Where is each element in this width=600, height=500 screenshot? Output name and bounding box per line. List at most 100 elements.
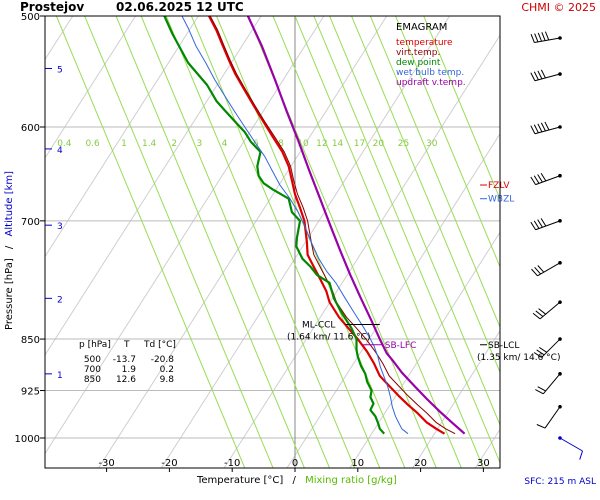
legend-virt-temp: virt.temp.	[396, 48, 440, 58]
wind-barb-flag	[533, 175, 540, 184]
wind-barb-flag	[544, 31, 550, 41]
sounding-series	[163, 16, 466, 435]
wind-barb-flag	[534, 33, 539, 43]
table-header-t: T	[123, 340, 130, 350]
mixing-ratio-label: 4	[222, 139, 228, 149]
wind-barb-flag	[540, 122, 546, 132]
wind-barb-flag	[537, 32, 543, 42]
mixing-ratio-label: 20	[373, 139, 385, 149]
wind-barb	[530, 218, 562, 231]
wind-barb-dot	[558, 300, 562, 304]
mixing-ratio-line	[140, 16, 331, 468]
wind-barb-staff	[535, 175, 561, 186]
series-wet-bulb-temp	[181, 16, 409, 435]
legend: EMAGRAM temperature virt.temp. dew point…	[396, 22, 466, 88]
wind-barb	[530, 69, 562, 82]
mixing-ratio-label: 30	[426, 139, 438, 149]
mixing-ratio-label: 0.6	[85, 139, 100, 149]
mixing-ratio-label: 1.4	[142, 139, 157, 149]
y-tick-label: 700	[21, 217, 40, 228]
wind-barb-staff	[535, 220, 561, 231]
wind-barb	[535, 372, 562, 395]
sfc-elevation: SFC: 215 m ASL	[524, 477, 596, 487]
series-temperature	[208, 16, 446, 435]
wind-barb-flag	[530, 33, 535, 43]
annotations: FZLV WBZL ML-CCL (1.64 km/ 11.6 °C) SB-LFC SB…	[287, 181, 560, 363]
x-tick-label: 20	[414, 458, 427, 469]
station-title: Prostejov	[20, 0, 84, 14]
y-tick-label: 925	[21, 387, 40, 398]
wind-barb-flag	[537, 70, 543, 80]
wind-barb-dot	[558, 372, 562, 376]
data-table: p [hPa] T Td [°C] 500 -13.7 -20.8 700 1.…	[79, 340, 176, 385]
ml-ccl-label: ML-CCL	[302, 321, 335, 331]
mixing-ratio-line	[423, 16, 500, 201]
guide-line	[286, 132, 500, 468]
table-cell: 1.9	[122, 365, 137, 375]
wind-barb-flag	[533, 124, 539, 134]
x-tick-label: 10	[351, 458, 364, 469]
wind-barb-flag	[537, 386, 546, 392]
altitude-tick-label: 2	[57, 295, 63, 305]
wind-barb-staff	[534, 73, 561, 82]
wind-barb-staff	[534, 126, 561, 135]
wind-barb-staff	[534, 37, 561, 44]
wind-barb-flag	[533, 352, 542, 358]
table-cell: 500	[84, 355, 101, 365]
wind-barb	[531, 261, 562, 277]
wind-barb	[558, 436, 583, 460]
table-cell: 850	[84, 375, 101, 385]
mixing-ratio-line	[294, 16, 484, 468]
x-tick-label: -10	[224, 458, 240, 469]
wind-barb-dot	[558, 404, 562, 409]
x-axis-title-sep: /	[293, 475, 297, 486]
isotherm-grid	[45, 16, 500, 468]
wind-barb-flag	[540, 172, 547, 182]
y-axis-title-altitude: Altitude [km]	[4, 171, 15, 237]
mixing-ratio-line	[115, 16, 305, 468]
wind-barb-dot	[558, 436, 562, 440]
mixing-ratio-label: 3	[197, 139, 203, 149]
sb-lfc-label: SB-LFC	[385, 341, 417, 351]
altitude-tick-label: 4	[57, 146, 63, 156]
guide-line	[223, 34, 500, 468]
wind-barb-flag	[536, 424, 546, 429]
wind-barb-flag	[537, 123, 543, 133]
wind-barb-flag	[530, 221, 536, 231]
mixing-ratio-line	[55, 16, 246, 468]
mixing-ratio-label: 17	[354, 139, 365, 149]
x-axis-title-mixing: Mixing ratio [g/kg]	[305, 475, 397, 486]
wind-barb-flag	[538, 308, 546, 315]
wind-barb-flag	[537, 174, 543, 183]
wind-barb-staff	[541, 338, 561, 358]
guide-line	[45, 16, 137, 159]
wind-barb-flag	[579, 450, 583, 460]
mixing-ratio-line	[84, 16, 274, 468]
credit-text: CHMI © 2025	[521, 1, 596, 14]
mixing-ratio-label: 12	[316, 139, 327, 149]
wind-barb-dot	[558, 173, 562, 178]
mixing-ratio-label: 0.4	[57, 139, 72, 149]
wind-barb-staff	[559, 437, 583, 452]
mixing-ratio-label: 14	[332, 139, 344, 149]
legend-wet-bulb: wet bulb temp.	[396, 68, 464, 78]
legend-temperature: temperature	[396, 38, 453, 48]
mixing-ratio-label: 1	[121, 139, 127, 149]
mixing-ratio-lines	[55, 16, 500, 468]
x-tick-label: 0	[292, 458, 298, 469]
mixing-ratio-line	[394, 16, 500, 269]
guide-line	[45, 16, 199, 258]
wind-barb-dot	[558, 125, 562, 129]
legend-updraft: updraft v.temp.	[396, 78, 466, 88]
x-axis-title-temperature: Temperature [°C]	[196, 475, 283, 486]
wind-barb-flag	[544, 121, 550, 131]
table-cell: 0.2	[160, 365, 174, 375]
wind-barb-flag	[531, 268, 538, 277]
plot-frame	[44, 15, 501, 469]
wind-barb	[532, 300, 562, 320]
wind-barb-dot	[558, 261, 562, 265]
mixing-ratio-label: 25	[398, 139, 409, 149]
wind-barb-flag	[538, 346, 548, 353]
y-axis-title-pressure: Pressure [hPa]	[4, 258, 15, 330]
table-cell: 9.8	[160, 375, 175, 385]
